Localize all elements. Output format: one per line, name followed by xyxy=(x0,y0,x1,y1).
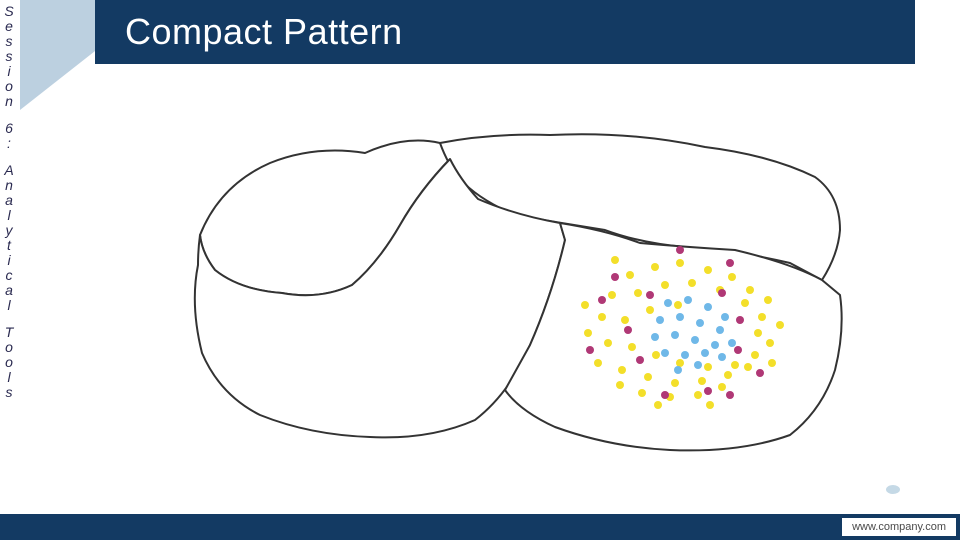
cluster-dot-blue xyxy=(664,299,672,307)
slide: Session 6: Analytical Tools Compact Pattern… xyxy=(0,0,960,540)
cluster-dot-yellow xyxy=(651,263,659,271)
cluster-dot-blue xyxy=(701,349,709,357)
cluster-dot-yellow xyxy=(751,351,759,359)
cluster-dot-yellow xyxy=(768,359,776,367)
cluster-dot-magenta xyxy=(704,387,712,395)
cluster-dot-blue xyxy=(681,351,689,359)
map-diagram xyxy=(110,95,890,475)
cluster-dot-yellow xyxy=(661,281,669,289)
cluster-dot-yellow xyxy=(598,313,606,321)
cluster-dot-blue xyxy=(716,326,724,334)
cluster-dot-blue xyxy=(661,349,669,357)
cluster-dot-magenta xyxy=(661,391,669,399)
cluster-dot-yellow xyxy=(604,339,612,347)
cluster-dot-yellow xyxy=(704,266,712,274)
cluster-dot-magenta xyxy=(624,326,632,334)
cluster-dot-blue xyxy=(671,331,679,339)
cluster-dot-yellow xyxy=(728,273,736,281)
cluster-dot-yellow xyxy=(764,296,772,304)
map-svg xyxy=(110,95,890,475)
cluster-dot-yellow xyxy=(694,391,702,399)
cluster-dot-magenta xyxy=(734,346,742,354)
cluster-dot-yellow xyxy=(628,343,636,351)
cluster-dot-magenta xyxy=(718,289,726,297)
cluster-dot-magenta xyxy=(598,296,606,304)
cluster-dot-yellow xyxy=(741,299,749,307)
cluster-dot-yellow xyxy=(638,389,646,397)
cluster-dot-yellow xyxy=(776,321,784,329)
cluster-dot-yellow xyxy=(646,306,654,314)
cluster-dot-blue xyxy=(718,353,726,361)
cluster-dot-blue xyxy=(691,336,699,344)
cluster-dot-yellow xyxy=(744,363,752,371)
cluster-dot-yellow xyxy=(746,286,754,294)
cluster-dot-yellow xyxy=(724,371,732,379)
sidebar-word: 6: xyxy=(2,121,16,151)
cluster-dot-yellow xyxy=(616,381,624,389)
cluster-dot-yellow xyxy=(754,329,762,337)
cluster-dot-blue xyxy=(711,341,719,349)
cluster-dot-blue xyxy=(656,316,664,324)
cluster-dot-blue xyxy=(721,313,729,321)
cluster-dot-yellow xyxy=(644,373,652,381)
cluster-dot-yellow xyxy=(621,316,629,324)
cluster-dot-yellow xyxy=(652,351,660,359)
cluster-dot-magenta xyxy=(586,346,594,354)
cluster-dot-blue xyxy=(674,366,682,374)
footer-url: www.company.com xyxy=(842,518,956,536)
cluster-dot-yellow xyxy=(626,271,634,279)
cluster-dot-magenta xyxy=(726,391,734,399)
cluster-dot-yellow xyxy=(674,301,682,309)
cluster-dot-yellow xyxy=(634,289,642,297)
cluster-dot-yellow xyxy=(698,377,706,385)
title-bar: Compact Pattern xyxy=(95,0,915,64)
cluster-dot-yellow xyxy=(718,383,726,391)
cluster-dot-yellow xyxy=(654,401,662,409)
cluster-dot-magenta xyxy=(611,273,619,281)
cluster-dot-yellow xyxy=(706,401,714,409)
cluster-dot-yellow xyxy=(766,339,774,347)
cluster-dot-yellow xyxy=(731,361,739,369)
footer-bar: www.company.com xyxy=(0,514,960,540)
cluster-dot-blue xyxy=(684,296,692,304)
sidebar-word: Tools xyxy=(2,325,16,400)
decorative-dot xyxy=(886,485,900,494)
cluster-dot-blue xyxy=(651,333,659,341)
cluster-dot-yellow xyxy=(676,359,684,367)
cluster-dot-yellow xyxy=(581,301,589,309)
cluster-dot-yellow xyxy=(594,359,602,367)
cluster-dot-magenta xyxy=(726,259,734,267)
cluster-dot-yellow xyxy=(758,313,766,321)
cluster-dot-yellow xyxy=(618,366,626,374)
cluster-dot-magenta xyxy=(756,369,764,377)
cluster-dot-magenta xyxy=(736,316,744,324)
cluster-dot-yellow xyxy=(671,379,679,387)
session-sidebar-label: Session 6: Analytical Tools xyxy=(2,4,16,412)
cluster-dot-yellow xyxy=(608,291,616,299)
cluster-dot-yellow xyxy=(584,329,592,337)
sidebar-word: Session xyxy=(2,4,16,109)
cluster-dot-yellow xyxy=(611,256,619,264)
sidebar-word: Analytical xyxy=(2,163,16,313)
cluster-dot-magenta xyxy=(636,356,644,364)
cluster-dot-blue xyxy=(696,319,704,327)
cluster-dot-yellow xyxy=(704,363,712,371)
cluster-dot-yellow xyxy=(676,259,684,267)
cluster-dot-magenta xyxy=(646,291,654,299)
cluster-dot-blue xyxy=(694,361,702,369)
cluster-dot-magenta xyxy=(676,246,684,254)
cluster-dot-blue xyxy=(728,339,736,347)
cluster-dot-blue xyxy=(704,303,712,311)
slide-title: Compact Pattern xyxy=(125,11,403,53)
cluster-dot-yellow xyxy=(688,279,696,287)
cluster-dot-blue xyxy=(676,313,684,321)
